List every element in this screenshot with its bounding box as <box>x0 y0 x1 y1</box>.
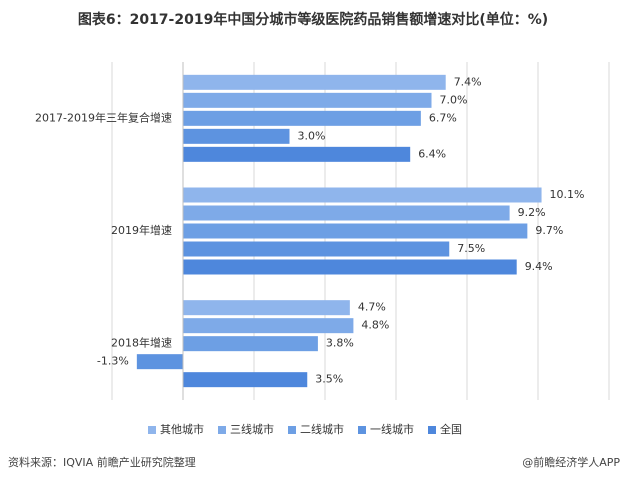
bar <box>183 223 528 239</box>
value-label: 6.7% <box>429 111 457 124</box>
value-label: 4.8% <box>361 319 389 332</box>
value-label: 9.4% <box>525 260 553 273</box>
category-label: 2019年增速 <box>111 223 172 237</box>
footer: @前瞻经济学人APP <box>522 455 620 469</box>
value-label: 7.0% <box>440 93 468 106</box>
bar <box>183 318 354 334</box>
legend-label: 二线城市 <box>300 422 344 436</box>
category-label: 2017-2019年三年复合增速 <box>35 110 172 124</box>
bar <box>183 110 421 126</box>
bar <box>183 74 446 90</box>
value-label: 6.4% <box>418 147 446 160</box>
bar <box>183 187 542 203</box>
legend-swatch <box>358 426 366 434</box>
value-label: 9.2% <box>518 206 546 219</box>
value-label: 3.5% <box>315 373 343 386</box>
bar <box>183 241 450 257</box>
legend-swatch <box>218 426 226 434</box>
source: 资料来源：IQVIA 前瞻产业研究院整理 <box>8 455 196 469</box>
bar <box>183 128 290 144</box>
legend-swatch <box>288 426 296 434</box>
value-label: 3.8% <box>326 337 354 350</box>
bar <box>136 354 183 370</box>
category-label: 2018年增速 <box>111 336 172 350</box>
value-label: 7.5% <box>457 242 485 255</box>
legend-swatch <box>428 426 436 434</box>
bar <box>183 259 517 275</box>
legend-label: 其他城市 <box>160 422 204 436</box>
bar <box>183 205 510 221</box>
value-label: 3.0% <box>298 129 326 142</box>
value-label: -1.3% <box>97 355 129 368</box>
bar <box>183 372 308 388</box>
value-label: 7.4% <box>454 75 482 88</box>
legend-label: 三线城市 <box>230 422 274 436</box>
value-label: 4.7% <box>358 301 386 314</box>
legend-swatch <box>148 426 156 434</box>
legend-label: 全国 <box>440 422 462 436</box>
legend-label: 一线城市 <box>370 422 414 436</box>
chart-title: 图表6：2017-2019年中国分城市等级医院药品销售额增速对比(单位：%) <box>78 11 548 28</box>
value-label: 10.1% <box>550 188 585 201</box>
value-label: 9.7% <box>535 224 563 237</box>
bar <box>183 92 432 108</box>
bar <box>183 146 411 162</box>
bar <box>183 300 350 316</box>
bar <box>183 336 318 352</box>
